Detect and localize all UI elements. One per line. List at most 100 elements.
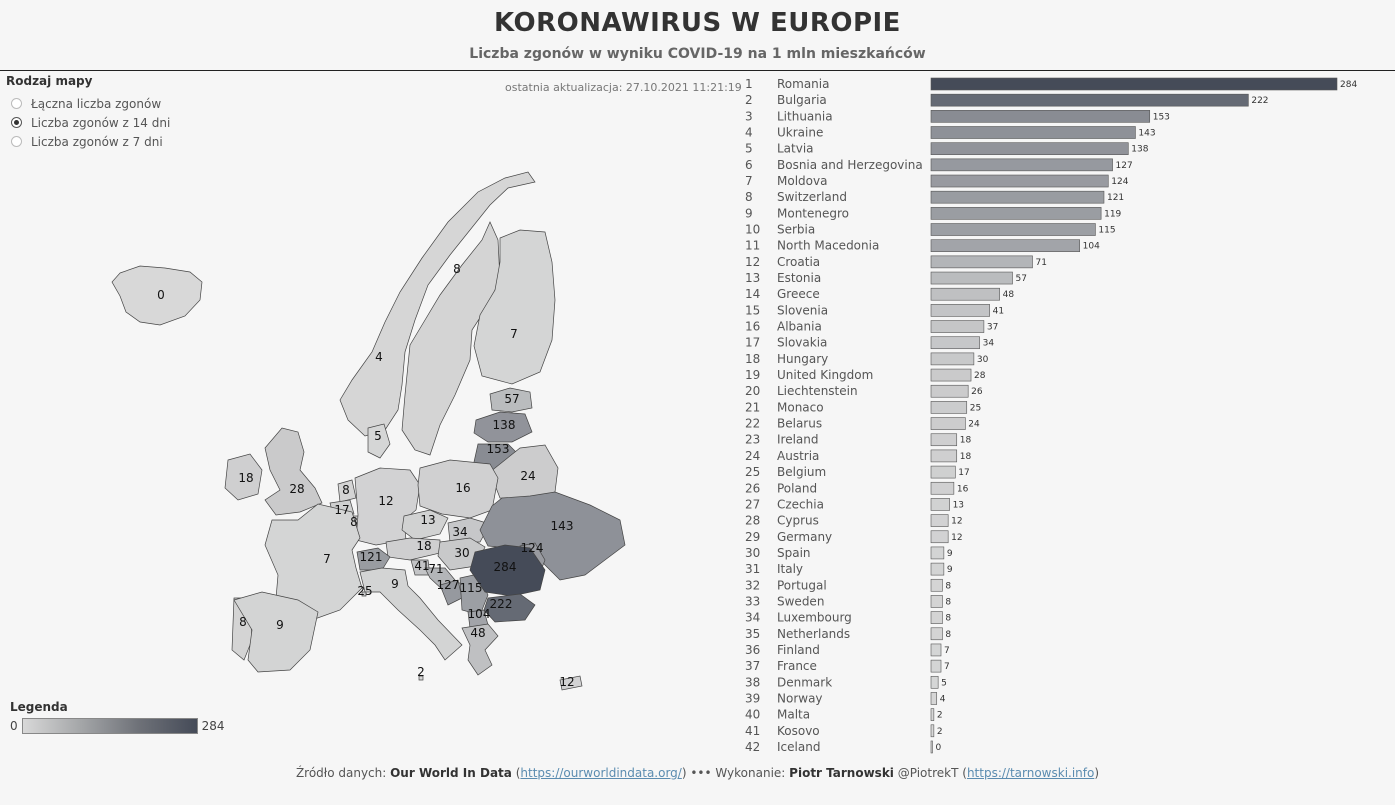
bar-malta[interactable] bbox=[930, 708, 935, 721]
map-type-option-14-days[interactable]: Liczba zgonów z 14 dni bbox=[6, 113, 170, 132]
bar-value-label: 34 bbox=[983, 339, 995, 349]
bar-netherlands[interactable] bbox=[930, 627, 943, 641]
radio-icon[interactable] bbox=[11, 98, 22, 109]
bar-value-label: 8 bbox=[945, 614, 951, 624]
bar-category-label: Finland bbox=[777, 643, 820, 657]
bar-category-label: Malta bbox=[777, 708, 810, 722]
map-country-iceland[interactable] bbox=[111, 265, 203, 326]
map-country-sweden[interactable] bbox=[401, 221, 501, 456]
map-value-label-iceland: 0 bbox=[157, 288, 165, 302]
bar-value-label: 115 bbox=[1098, 226, 1115, 236]
bar-category-label: United Kingdom bbox=[777, 368, 873, 382]
bar-romania[interactable] bbox=[930, 77, 1338, 91]
map-country-france[interactable] bbox=[264, 503, 363, 621]
map-country-poland[interactable] bbox=[417, 459, 499, 519]
bar-germany[interactable] bbox=[930, 530, 949, 544]
bar-iceland[interactable] bbox=[930, 740, 933, 754]
map-country-ireland[interactable] bbox=[224, 453, 263, 501]
map-country-austria[interactable] bbox=[385, 537, 441, 561]
map-country-united-kingdom[interactable] bbox=[264, 427, 323, 516]
bar-value-label: 30 bbox=[977, 355, 989, 365]
bar-denmark[interactable] bbox=[930, 675, 939, 689]
map-country-spain[interactable] bbox=[233, 591, 319, 673]
bar-kosovo[interactable] bbox=[930, 724, 935, 738]
bar-rank-label: 8 bbox=[745, 190, 753, 204]
bar-italy[interactable] bbox=[930, 562, 945, 576]
map-value-label-bulgaria: 222 bbox=[490, 597, 513, 611]
bar-moldova[interactable] bbox=[930, 174, 1109, 188]
radio-selected-icon[interactable] bbox=[11, 117, 22, 128]
bar-latvia[interactable] bbox=[930, 142, 1129, 155]
bar-albania[interactable] bbox=[930, 320, 985, 333]
map-country-monaco[interactable] bbox=[361, 591, 367, 597]
source-link[interactable]: https://ourworldindata.org/ bbox=[520, 766, 682, 780]
map-country-greece[interactable] bbox=[461, 623, 499, 676]
bar-finland[interactable] bbox=[930, 643, 942, 657]
map-country-latvia[interactable] bbox=[473, 411, 533, 443]
bar-united-kingdom[interactable] bbox=[930, 368, 972, 382]
bar-monaco[interactable] bbox=[930, 401, 968, 414]
bar-austria[interactable] bbox=[930, 449, 958, 463]
bar-north-macedonia[interactable] bbox=[930, 239, 1080, 252]
bar-luxembourg[interactable] bbox=[930, 611, 943, 624]
bar-slovakia[interactable] bbox=[930, 336, 980, 350]
bar-switzerland[interactable] bbox=[930, 190, 1105, 204]
map-country-switzerland[interactable] bbox=[356, 547, 391, 571]
bar-ireland[interactable] bbox=[930, 433, 958, 447]
map-value-label-monaco: 25 bbox=[357, 584, 372, 598]
bar-hungary[interactable] bbox=[930, 352, 975, 366]
map-country-cyprus[interactable] bbox=[559, 675, 583, 691]
bar-montenegro[interactable] bbox=[930, 207, 1102, 220]
legend-min: 0 bbox=[10, 719, 18, 733]
bar-value-label: 57 bbox=[1015, 274, 1026, 284]
bar-category-label: Germany bbox=[777, 530, 832, 544]
radio-icon[interactable] bbox=[11, 136, 22, 147]
bar-value-label: 41 bbox=[993, 306, 1004, 316]
map-country-finland[interactable] bbox=[473, 229, 556, 385]
map-country-romania[interactable] bbox=[469, 544, 546, 597]
bar-category-label: North Macedonia bbox=[777, 239, 879, 253]
map-type-label: Rodzaj mapy bbox=[6, 74, 93, 88]
map-type-option-7-days[interactable]: Liczba zgonów z 7 dni bbox=[6, 132, 170, 151]
map-country-malta[interactable] bbox=[418, 675, 424, 681]
map-value-label-spain: 9 bbox=[276, 618, 284, 632]
author-link[interactable]: https://tarnowski.info bbox=[966, 766, 1095, 780]
bar-portugal[interactable] bbox=[930, 578, 943, 592]
bar-spain[interactable] bbox=[930, 546, 945, 560]
bar-value-label: 9 bbox=[947, 549, 953, 559]
bar-greece[interactable] bbox=[930, 287, 1000, 301]
bar-value-label: 16 bbox=[957, 484, 969, 494]
bar-value-label: 7 bbox=[944, 662, 950, 672]
bar-liechtenstein[interactable] bbox=[930, 384, 969, 398]
bar-sweden[interactable] bbox=[930, 595, 943, 608]
bar-belarus[interactable] bbox=[930, 417, 966, 430]
bar-value-label: 8 bbox=[945, 630, 951, 640]
map-value-label-estonia: 57 bbox=[504, 392, 519, 406]
bar-norway[interactable] bbox=[930, 692, 938, 705]
bar-croatia[interactable] bbox=[930, 255, 1033, 269]
bar-czechia[interactable] bbox=[930, 498, 950, 511]
bar-serbia[interactable] bbox=[930, 223, 1096, 236]
bar-bosnia-and-herzegovina[interactable] bbox=[930, 158, 1113, 172]
bar-rank-label: 15 bbox=[745, 303, 760, 317]
map-country-czechia[interactable] bbox=[401, 509, 449, 541]
bar-bulgaria[interactable] bbox=[930, 93, 1249, 107]
legend-gradient bbox=[21, 718, 198, 734]
bar-lithuania[interactable] bbox=[930, 110, 1151, 123]
map-type-option-total[interactable]: Łączna liczba zgonów bbox=[6, 94, 170, 113]
bar-poland[interactable] bbox=[930, 481, 955, 495]
bar-slovenia[interactable] bbox=[930, 304, 990, 317]
bar-estonia[interactable] bbox=[930, 271, 1013, 285]
bar-belgium[interactable] bbox=[930, 465, 956, 479]
bar-category-label: Greece bbox=[777, 287, 820, 301]
bar-cyprus[interactable] bbox=[930, 514, 949, 527]
bar-ukraine[interactable] bbox=[930, 126, 1136, 139]
map-country-italy[interactable] bbox=[359, 567, 463, 661]
map-country-estonia[interactable] bbox=[489, 387, 533, 413]
map-country-denmark[interactable] bbox=[367, 423, 391, 459]
bar-france[interactable] bbox=[930, 659, 942, 673]
map-country-netherlands[interactable] bbox=[337, 479, 357, 503]
map-country-norway[interactable] bbox=[339, 171, 536, 437]
bar-category-label: Bulgaria bbox=[777, 93, 827, 107]
